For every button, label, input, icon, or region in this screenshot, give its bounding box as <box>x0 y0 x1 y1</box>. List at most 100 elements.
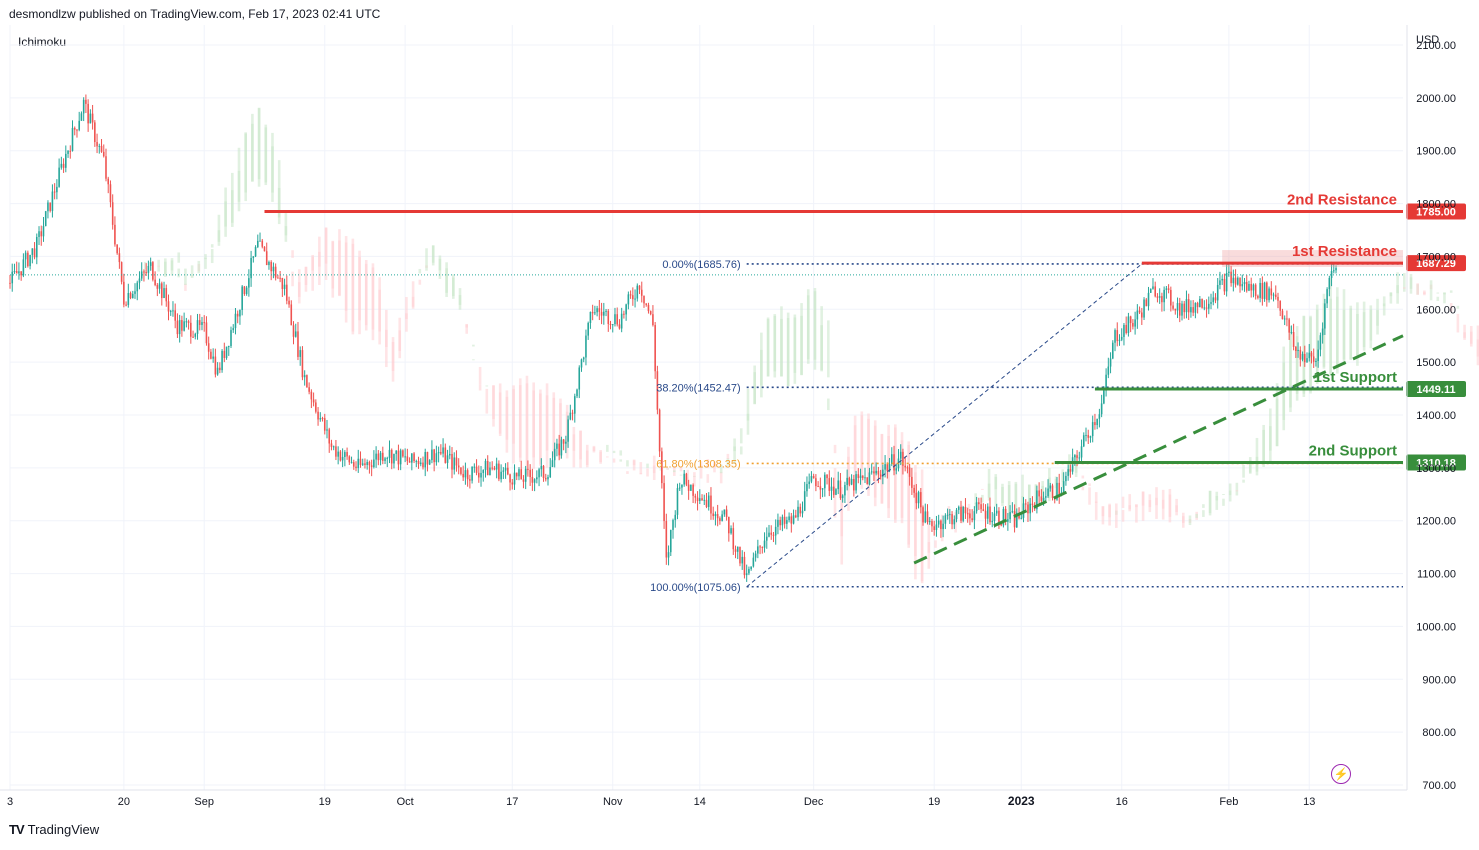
candle-body <box>370 465 373 468</box>
cloud-segment <box>1228 490 1232 502</box>
candle-body <box>15 271 18 274</box>
cloud-segment <box>485 385 489 387</box>
cloud-segment <box>472 359 475 361</box>
candle-body <box>964 506 967 514</box>
cloud-segment <box>994 476 998 507</box>
candle-body <box>1127 316 1130 333</box>
candle-body <box>995 510 998 514</box>
candle-body <box>1118 339 1121 342</box>
candle-body <box>214 356 217 375</box>
candle-body <box>745 573 748 576</box>
cloud-segment <box>1168 488 1172 517</box>
candle-body <box>411 453 413 463</box>
candle-body <box>1071 457 1074 472</box>
y-tick-label: 1400.00 <box>1416 410 1456 422</box>
cloud-segment <box>907 441 911 545</box>
candle-body <box>667 552 670 558</box>
footer-brand[interactable]: TV TradingView <box>9 822 99 837</box>
candle-body <box>1223 278 1226 292</box>
candle-body <box>426 451 429 465</box>
candle-body <box>917 492 920 504</box>
candle-body <box>1303 353 1306 363</box>
candle-body <box>281 277 284 290</box>
cloud-segment <box>1396 272 1399 304</box>
candle-body <box>560 439 563 456</box>
candle-body <box>149 262 152 266</box>
cloud-segment <box>231 172 234 223</box>
candle-body <box>1283 318 1286 320</box>
candle-body <box>321 418 324 420</box>
fib-level-label: 100.00%(1075.06) <box>650 582 741 594</box>
candle-body <box>185 321 188 323</box>
candle-body <box>210 351 212 359</box>
cloud-segment <box>331 241 335 298</box>
candle-body <box>1214 297 1217 301</box>
candle-body <box>1245 281 1248 291</box>
candle-body <box>841 495 844 499</box>
candle-body <box>772 534 775 536</box>
candle-body <box>348 456 351 463</box>
candle-body <box>493 467 496 470</box>
candle-body <box>29 254 31 267</box>
x-tick-label: Oct <box>397 796 414 808</box>
candle-body <box>763 540 766 548</box>
cloud-segment <box>833 468 837 518</box>
cloud-segment <box>646 463 649 468</box>
cloud-segment <box>1135 504 1138 508</box>
cloud-segment <box>659 461 663 463</box>
cloud-segment <box>900 440 904 524</box>
cloud-segment <box>338 240 341 297</box>
candle-body <box>643 295 645 304</box>
candle-body <box>536 477 538 480</box>
level-price-label: 1310.18 <box>1416 457 1456 469</box>
candle-body <box>949 514 951 516</box>
candle-body <box>846 477 848 486</box>
cloud-segment <box>284 226 288 242</box>
candle-body <box>609 323 612 325</box>
candle-body <box>352 462 355 467</box>
cloud-segment <box>1175 505 1178 512</box>
candle-body <box>730 528 732 534</box>
candle-body <box>236 313 239 317</box>
cloud-segment <box>914 472 917 580</box>
candle-body <box>1326 289 1328 304</box>
candle-body <box>1136 310 1139 320</box>
candle-body <box>591 311 594 314</box>
candle-body <box>437 452 440 454</box>
candle-body <box>42 226 45 237</box>
candle-body <box>187 321 190 323</box>
cloud-segment <box>1128 494 1132 512</box>
lightning-icon[interactable]: ⚡ <box>1331 764 1351 784</box>
candle-body <box>971 518 973 521</box>
cloud-segment <box>726 453 730 459</box>
candle-body <box>683 473 685 485</box>
cloud-segment <box>1048 468 1051 499</box>
candle-body <box>399 450 402 465</box>
cloud-segment <box>974 502 977 508</box>
candle-body <box>129 293 132 299</box>
cloud-segment <box>324 228 328 280</box>
cloud-segment <box>1449 290 1453 293</box>
cloud-segment <box>1443 292 1446 304</box>
candle-body <box>1069 469 1072 472</box>
cloud-segment <box>813 287 817 370</box>
cloud-segment <box>686 477 690 479</box>
candle-body <box>1185 299 1188 313</box>
candle-body <box>114 224 116 245</box>
cloud-segment <box>820 325 823 372</box>
candle-body <box>761 546 764 548</box>
cloud-segment <box>351 243 355 332</box>
cloud-segment <box>1215 491 1219 501</box>
candle-body <box>1332 270 1335 272</box>
candle-body <box>265 251 268 266</box>
candle-body <box>1172 305 1174 309</box>
candle-body <box>678 487 681 489</box>
cloud-segment <box>1088 483 1091 487</box>
candle-body <box>1266 282 1268 301</box>
candle-body <box>294 331 297 337</box>
cloud-segment <box>1161 489 1165 520</box>
candle-body <box>373 459 375 468</box>
candle-body <box>765 536 768 541</box>
cloud-segment <box>1155 487 1158 519</box>
